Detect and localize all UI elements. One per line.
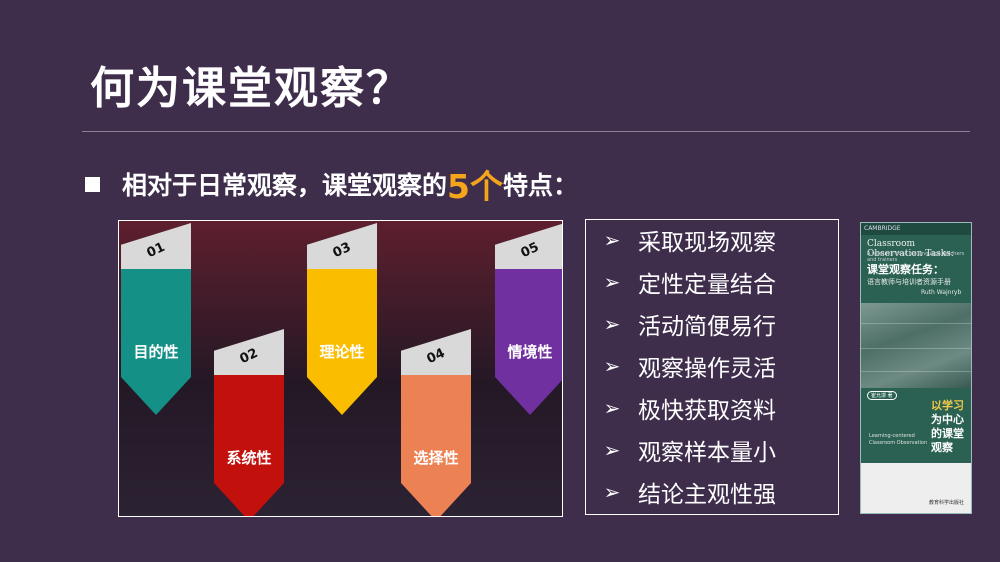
square-bullet-icon	[85, 176, 100, 192]
page-title: 何为课堂观察？	[90, 63, 412, 114]
list-item: ➢ 极快获取资料	[586, 388, 838, 428]
arrow-bullet-icon: ➢	[603, 312, 621, 336]
book-title-highlight: 以学习	[931, 399, 964, 412]
book-cover-image: CAMBRIDGE Classroom Observation Tasks: A…	[860, 222, 972, 514]
card-label: 选择性	[413, 449, 459, 467]
intro-text-prefix: 相对于日常观察，课堂观察的	[122, 171, 448, 200]
arrow-bullet-icon: ➢	[603, 270, 621, 294]
book-author: Ruth Wajnryb	[921, 289, 962, 296]
book-vertical-title: 以学习为中心的课堂观察	[931, 399, 967, 455]
list-item: ➢ 活动简便易行	[586, 304, 838, 344]
intro-highlight: 5个	[447, 167, 503, 206]
characteristics-panel: 01 目的性 02 系统性 03 理论性 04 选择性 05 情境性	[118, 220, 563, 517]
card-label: 情境性	[507, 343, 553, 361]
book-badge: 崔允漷 著	[867, 391, 897, 400]
feature-text: 结论主观性强	[638, 482, 776, 508]
book-en-title: Classroom Observation Tasks:	[867, 239, 954, 259]
card-label: 目的性	[133, 343, 179, 361]
book-photo	[861, 303, 971, 388]
arrow-bullet-icon: ➢	[603, 438, 621, 462]
book-en-subtitle: A resource book for language teachers an…	[867, 251, 965, 263]
list-item: ➢ 采取现场观察	[586, 220, 838, 260]
arrow-bullet-icon: ➢	[603, 480, 621, 504]
arrow-bullet-icon: ➢	[603, 354, 621, 378]
book-publisher: 教育科学出版社	[929, 500, 965, 506]
list-item: ➢ 观察操作灵活	[586, 346, 838, 386]
intro-bullet: 相对于日常观察，课堂观察的 5个 特点：	[85, 160, 578, 208]
card-label: 理论性	[319, 343, 365, 361]
arrow-bullet-icon: ➢	[603, 228, 621, 252]
feature-text: 观察操作灵活	[638, 356, 776, 382]
card-label: 系统性	[226, 449, 272, 467]
features-list: ➢ 采取现场观察 ➢ 定性定量结合 ➢ 活动简便易行 ➢ 观察操作灵活 ➢ 极快…	[585, 219, 839, 515]
feature-text: 极快获取资料	[638, 398, 776, 424]
book-en-title-2: Learning-centered Classroom Observation	[869, 433, 928, 446]
title-divider	[82, 131, 970, 132]
arrow-bullet-icon: ➢	[603, 396, 621, 420]
list-item: ➢ 观察样本量小	[586, 430, 838, 470]
book-back-strip: 教育科学出版社	[861, 463, 971, 513]
list-item: ➢ 定性定量结合	[586, 262, 838, 302]
list-item: ➢ 结论主观性强	[586, 472, 838, 512]
feature-text: 采取现场观察	[638, 230, 776, 256]
feature-text: 定性定量结合	[638, 272, 776, 298]
feature-text: 观察样本量小	[638, 440, 776, 466]
feature-text: 活动简便易行	[638, 314, 776, 340]
book-cn-title: 课堂观察任务：	[867, 263, 944, 276]
book-cn-subtitle: 语言教师与培训者资源手册	[867, 278, 951, 286]
intro-text-suffix: 特点：	[502, 171, 578, 200]
card-body	[401, 375, 471, 516]
book-series: CAMBRIDGE	[861, 223, 971, 235]
card-body	[214, 375, 284, 516]
book-title-rest: 为中心的课堂观察	[931, 413, 964, 454]
